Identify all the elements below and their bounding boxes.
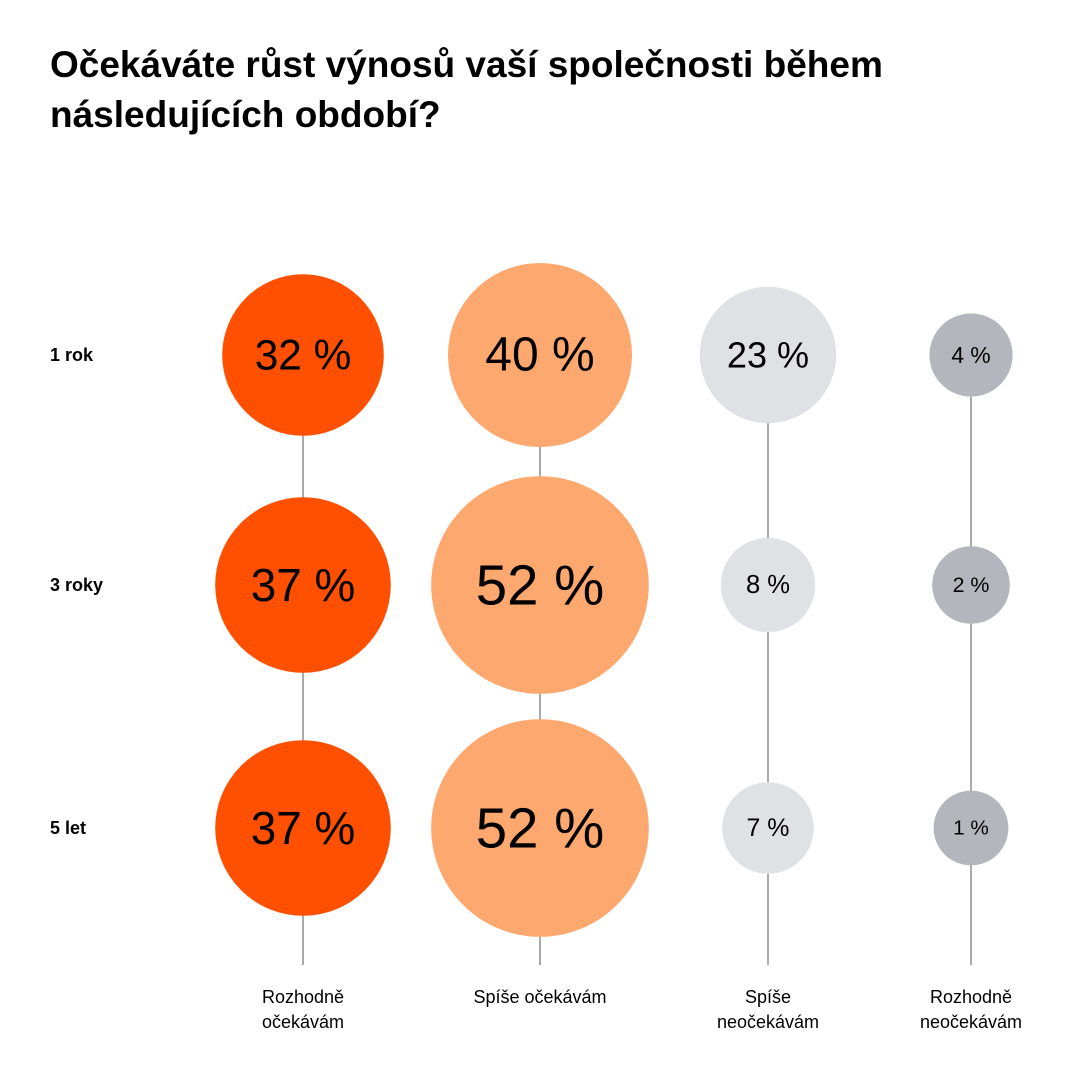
row-label: 5 let xyxy=(50,818,86,838)
value-label: 7 % xyxy=(747,814,790,842)
bubble xyxy=(722,782,814,874)
legend-label: Spíše očekávám xyxy=(473,987,607,1007)
value-label: 37 % xyxy=(251,559,356,611)
value-label: 40 % xyxy=(485,329,594,382)
row-label: 3 roky xyxy=(50,575,103,595)
value-label: 4 % xyxy=(951,342,990,368)
value-label: 2 % xyxy=(953,573,990,597)
value-label: 1 % xyxy=(953,817,989,840)
bubble xyxy=(933,790,1009,866)
chart-title: Očekáváte růst výnosů vaší společnosti b… xyxy=(50,44,883,135)
value-label: 32 % xyxy=(255,332,352,379)
value-label: 23 % xyxy=(727,335,809,376)
bubble xyxy=(929,313,1013,397)
row-label: 1 rok xyxy=(50,345,94,365)
bubble xyxy=(699,286,837,424)
value-label: 37 % xyxy=(251,802,356,854)
bubble xyxy=(448,263,632,447)
legend-label: Rozhodně očekávám xyxy=(261,987,345,1032)
bubble xyxy=(215,497,391,673)
legend-label: Rozhodně neočekávám xyxy=(919,987,1023,1032)
legend-label: Spíše neočekávám xyxy=(716,987,820,1032)
bubble xyxy=(215,740,391,916)
bubble xyxy=(222,274,384,436)
bubble xyxy=(720,537,816,633)
value-label: 8 % xyxy=(746,571,790,599)
value-label: 52 % xyxy=(476,797,605,860)
bubble xyxy=(932,546,1010,624)
value-label: 52 % xyxy=(476,554,605,617)
bubble xyxy=(431,719,649,937)
bubble xyxy=(431,476,649,694)
